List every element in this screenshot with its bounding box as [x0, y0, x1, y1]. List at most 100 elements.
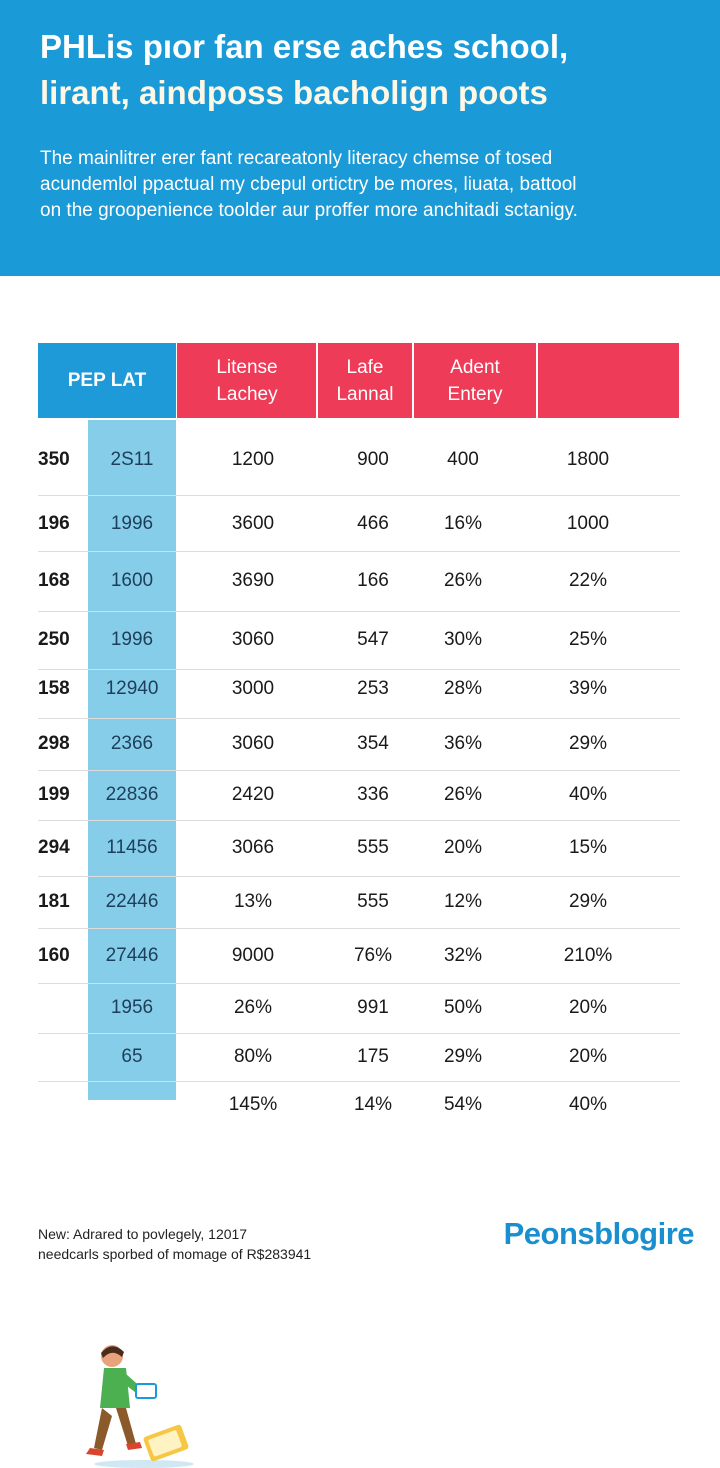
table-cell: 29% — [443, 1046, 483, 1067]
table-cell: 900 — [357, 449, 389, 470]
table-row: 168 1600 3690 166 26% 22% — [38, 551, 680, 612]
table-cell: 12940 — [105, 677, 159, 699]
table-cell: 3690 — [231, 570, 275, 591]
table-cell: 15% — [568, 837, 608, 858]
table-cell: 1996 — [110, 629, 154, 650]
table-cell: 20% — [568, 1046, 608, 1067]
table-cell: 40% — [568, 1094, 608, 1115]
table-cell: 65 — [121, 1046, 143, 1067]
table-cell: 39% — [568, 677, 608, 699]
table-header-left: PEP LAT — [38, 343, 176, 418]
table-cell: 158 — [38, 677, 70, 699]
table-cell: 9000 — [231, 944, 275, 966]
table-cell — [38, 1033, 88, 1081]
column-header-1-line-1: Litense — [216, 356, 278, 378]
table-cell: 181 — [38, 891, 70, 912]
table-cell: 50% — [443, 997, 483, 1018]
column-header-3-line-2: Entery — [447, 383, 503, 405]
table-cell: 11456 — [106, 837, 158, 858]
title-line-1: PHLis pıor fan erse aches school, — [40, 28, 569, 65]
table-cell: 22446 — [105, 891, 159, 912]
table-cell: 20% — [568, 997, 608, 1018]
table-header-right: Litense Lachey Lafe Lannal Adent Entery — [177, 343, 679, 418]
table-cell: 13% — [233, 891, 273, 912]
highlight-column — [88, 420, 176, 1100]
table-row: 298 2366 3060 354 36% 29% — [38, 718, 680, 771]
table-cell: 1800 — [566, 449, 610, 470]
table-cell: 36% — [443, 733, 483, 754]
table-cell: 145% — [228, 1094, 278, 1115]
table-row: 199 22836 2420 336 26% 40% — [38, 770, 680, 821]
column-header-2-line-2: Lannal — [336, 383, 394, 405]
table-cell: 991 — [357, 997, 389, 1018]
table-row: 145% 14% 54% 40% — [38, 1081, 680, 1129]
footnote: New: Adrared to povlegely, 12017 needcar… — [38, 1224, 311, 1264]
table-cell: 29% — [568, 733, 608, 754]
table-cell: 210% — [563, 944, 613, 966]
header-divider — [536, 343, 538, 418]
brand-logo: Peonsblogire — [503, 1216, 695, 1251]
table-cell: 25% — [568, 629, 608, 650]
table-cell: 26% — [233, 997, 273, 1018]
table-cell: 54% — [443, 1094, 483, 1115]
header-divider — [316, 343, 318, 418]
column-header-2: Lafe Lannal — [318, 343, 412, 418]
table-cell: 26% — [443, 784, 483, 805]
table-row: 158 12940 3000 253 28% 39% — [38, 659, 680, 719]
table-cell: 1600 — [110, 570, 154, 591]
intro-line-1: The mainlitrer erer fant recareatonly li… — [40, 148, 553, 169]
table-cell: 32% — [443, 944, 483, 966]
table-cell: 14% — [353, 1094, 393, 1115]
table-cell: 199 — [38, 784, 70, 805]
table-cell: 80% — [233, 1046, 273, 1067]
table-cell: 166 — [357, 570, 389, 591]
table-cell: 160 — [38, 944, 70, 966]
column-header-3-line-1: Adent — [450, 356, 500, 378]
table-cell: 555 — [357, 837, 389, 858]
table-cell: 336 — [357, 784, 389, 805]
table-row: 350 2S11 1200 900 400 1800 — [38, 425, 680, 496]
title-line-2: lirant, aindposs bacholign poots — [40, 74, 548, 111]
intro-paragraph: The mainlitrer erer fant recareatonly li… — [40, 146, 690, 224]
table-cell: 22% — [568, 570, 608, 591]
table-cell: 28% — [443, 677, 483, 699]
table-row: 181 22446 13% 555 12% 29% — [38, 876, 680, 929]
table-cell: 2S11 — [110, 449, 154, 470]
table-row: 196 1996 3600 466 16% 1000 — [38, 496, 680, 552]
table-cell: 3060 — [231, 629, 275, 650]
table-cell: 294 — [38, 837, 70, 858]
table-row: 250 1996 3060 547 30% 25% — [38, 611, 680, 670]
column-header-1-line-2: Lachey — [216, 383, 278, 405]
table-cell — [38, 1081, 88, 1129]
table-cell: 2420 — [231, 784, 275, 805]
table-cell: 354 — [357, 733, 389, 754]
table-cell: 2366 — [110, 733, 154, 754]
header-divider — [412, 343, 414, 418]
table-cell: 76% — [353, 944, 393, 966]
table-cell: 20% — [443, 837, 483, 858]
table-cell: 466 — [357, 512, 389, 534]
table-cell — [88, 1081, 176, 1129]
column-header-2-line-1: Lafe — [346, 356, 384, 378]
footnote-line-2: needcarls sporbed of momage of R$283941 — [38, 1246, 312, 1262]
table-cell: 16% — [443, 512, 483, 534]
table-cell: 400 — [447, 449, 479, 470]
footnote-line-1: New: Adrared to povlegely, 12017 — [38, 1226, 248, 1242]
column-header-4 — [538, 343, 679, 418]
table-cell — [38, 983, 88, 1033]
table-cell: 22836 — [105, 784, 159, 805]
table-cell: 3000 — [231, 677, 275, 699]
table-cell: 30% — [443, 629, 483, 650]
table-cell: 29% — [568, 891, 608, 912]
data-table: PEP LAT Litense Lachey Lafe Lannal Adent… — [0, 343, 720, 1468]
table-row: 1956 26% 991 50% 20% — [38, 983, 680, 1034]
table-cell: 26% — [443, 570, 483, 591]
table-row: 65 80% 175 29% 20% — [38, 1033, 680, 1082]
table-cell: 12% — [443, 891, 483, 912]
table-row: 160 27446 9000 76% 32% 210% — [38, 928, 680, 984]
table-cell: 298 — [38, 733, 70, 754]
table-cell: 3600 — [231, 512, 275, 534]
table-cell: 1200 — [231, 449, 275, 470]
table-cell: 253 — [357, 677, 389, 699]
table-cell: 547 — [357, 629, 389, 650]
